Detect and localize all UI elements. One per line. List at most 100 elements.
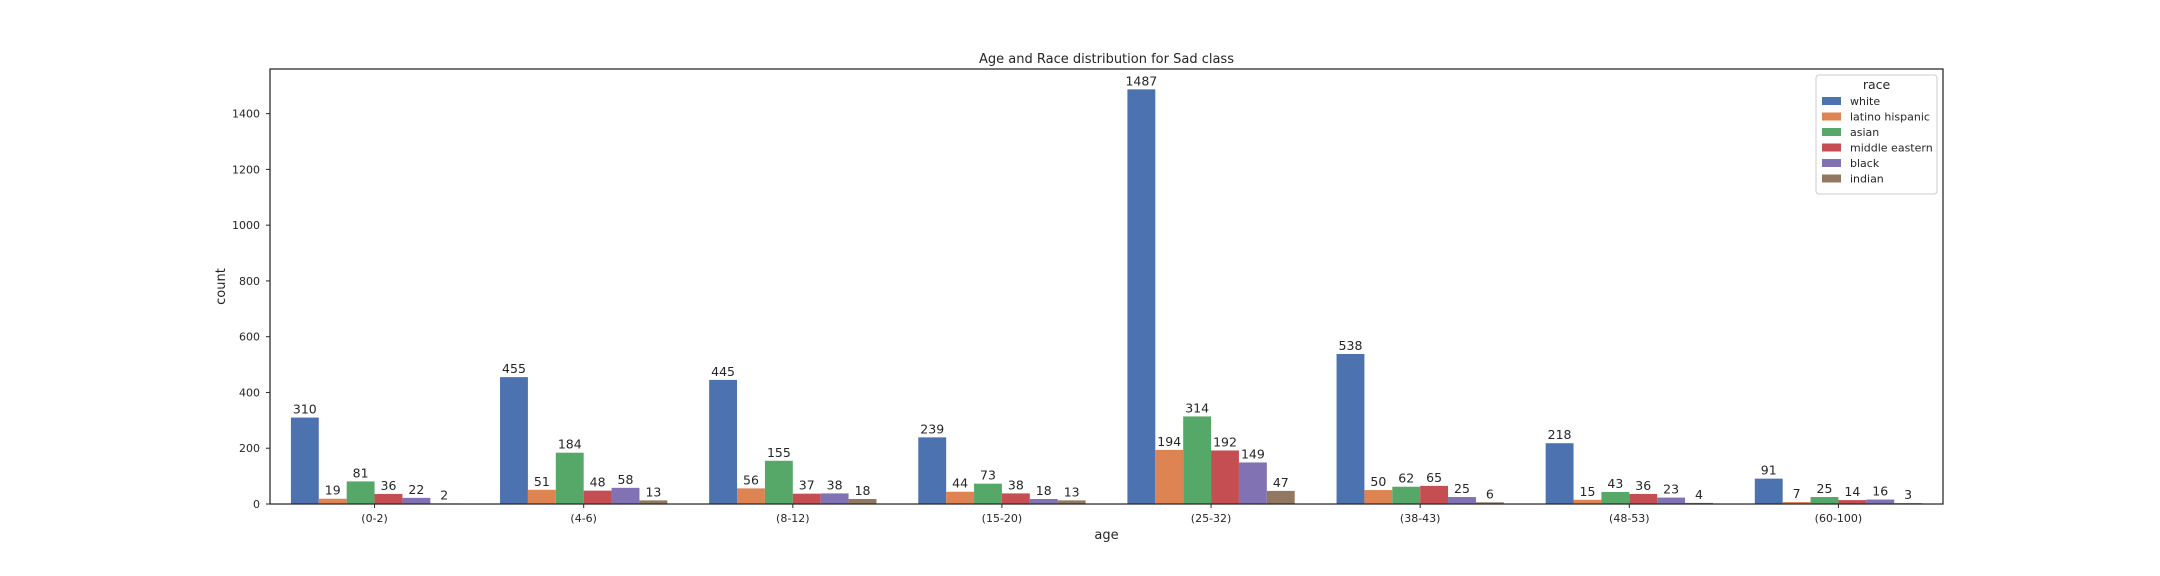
y-tick-label: 800	[239, 275, 260, 288]
data-label: 14	[1844, 484, 1860, 499]
bar-middle-eastern-4	[1211, 450, 1239, 504]
data-label: 149	[1241, 446, 1265, 461]
bar-asian-3	[974, 483, 1002, 504]
x-tick-label: (38-43)	[1400, 512, 1441, 525]
data-label: 194	[1157, 434, 1181, 449]
bar-middle-eastern-5	[1420, 485, 1449, 505]
data-label: 22	[408, 482, 424, 497]
y-tick-label: 200	[239, 442, 260, 455]
data-label: 25	[1817, 481, 1833, 496]
bar-latino-hispanic-1	[527, 489, 556, 504]
bar-white-4	[1127, 89, 1156, 505]
data-label: 192	[1213, 434, 1237, 449]
x-tick-label: (8-12)	[776, 512, 810, 525]
x-tick-label: (25-32)	[1191, 512, 1232, 525]
legend-label: black	[1850, 157, 1880, 170]
bar-latino-hispanic-5	[1364, 490, 1393, 504]
data-label: 13	[645, 484, 661, 499]
data-label: 18	[1036, 483, 1052, 498]
y-tick-label: 600	[239, 331, 260, 344]
bar-middle-eastern-2	[792, 493, 821, 504]
legend-swatch	[1822, 128, 1841, 136]
y-tick-label: 1200	[232, 163, 260, 176]
bar-black-1	[611, 487, 640, 504]
legend-label: indian	[1850, 173, 1884, 186]
bar-latino-hispanic-2	[737, 488, 765, 504]
x-tick-label: (4-6)	[570, 512, 597, 525]
y-tick-label: 0	[253, 498, 260, 511]
y-tick-label: 1000	[232, 219, 260, 232]
bar-indian-1	[639, 500, 668, 505]
legend-box	[1815, 74, 1938, 195]
bar-asian-0	[346, 481, 375, 504]
bar-black-4	[1238, 462, 1267, 504]
x-tick-label: (60-100)	[1815, 512, 1863, 525]
bar-latino-hispanic-6	[1573, 499, 1602, 504]
y-axis-label: count	[214, 268, 229, 305]
data-label: 37	[799, 478, 815, 493]
x-tick-label: (48-53)	[1609, 512, 1650, 525]
data-label: 18	[855, 483, 871, 498]
legend-swatch	[1822, 112, 1841, 121]
legend-label: middle eastern	[1850, 142, 1933, 155]
data-label: 38	[1008, 477, 1024, 492]
legend-label: asian	[1850, 126, 1879, 139]
legend-label: latino hispanic	[1850, 111, 1930, 124]
bar-middle-eastern-0	[374, 493, 403, 504]
x-axis: (0-2) (4-6) (8-12) (15-20) (25-32) (38-43) (48…	[361, 504, 1862, 525]
bar-asian-4	[1183, 416, 1212, 504]
data-label: 81	[353, 465, 369, 480]
bar-latino-hispanic-3	[946, 491, 975, 504]
data-label: 6	[1486, 486, 1494, 501]
data-label: 184	[558, 437, 582, 452]
x-tick-label: (15-20)	[982, 512, 1023, 525]
y-axis: 0 200 400 600 800 1000 1200 1400	[232, 108, 270, 511]
bar-middle-eastern-7	[1838, 500, 1867, 504]
data-label: 445	[711, 364, 735, 379]
bar-middle-eastern-6	[1629, 493, 1658, 504]
data-label: 218	[1548, 427, 1572, 442]
bar-middle-eastern-1	[583, 490, 612, 504]
data-label: 47	[1273, 475, 1289, 490]
data-label: 73	[980, 468, 996, 483]
bar-black-5	[1448, 497, 1476, 504]
data-label: 25	[1454, 481, 1470, 496]
legend-swatch	[1822, 159, 1841, 167]
bar-latino-hispanic-0	[318, 498, 347, 504]
data-label: 239	[920, 421, 944, 436]
chart-title: Age and Race distribution for Sad class	[979, 52, 1234, 67]
data-label: 2	[440, 487, 448, 502]
data-label: 44	[952, 476, 968, 491]
data-label: 56	[743, 472, 759, 487]
bar-white-5	[1336, 353, 1365, 504]
bar-black-2	[820, 493, 849, 504]
data-label: 13	[1064, 484, 1080, 499]
data-label: 91	[1761, 463, 1777, 478]
data-label: 4	[1695, 487, 1703, 502]
data-label: 36	[381, 478, 397, 493]
data-label: 16	[1872, 484, 1888, 499]
data-label: 7	[1793, 486, 1801, 501]
bar-asian-7	[1810, 497, 1839, 504]
legend-title: race	[1863, 77, 1891, 92]
bar-white-2	[709, 379, 738, 504]
data-label: 1487	[1125, 73, 1157, 88]
data-label: 3	[1904, 487, 1912, 502]
data-label: 51	[534, 474, 550, 489]
data-label: 23	[1663, 482, 1679, 497]
data-label: 58	[618, 472, 634, 487]
bars-layer	[290, 89, 1923, 505]
data-label: 19	[325, 483, 341, 498]
bar-black-6	[1657, 497, 1686, 504]
legend-swatch	[1822, 174, 1841, 183]
bar-black-3	[1029, 498, 1058, 504]
data-label: 15	[1580, 484, 1596, 499]
data-label: 310	[293, 402, 317, 417]
y-tick-label: 1400	[232, 108, 260, 121]
data-label: 48	[590, 475, 606, 490]
bar-indian-3	[1057, 500, 1086, 505]
bar-asian-5	[1392, 486, 1421, 504]
bar-white-3	[918, 437, 947, 504]
